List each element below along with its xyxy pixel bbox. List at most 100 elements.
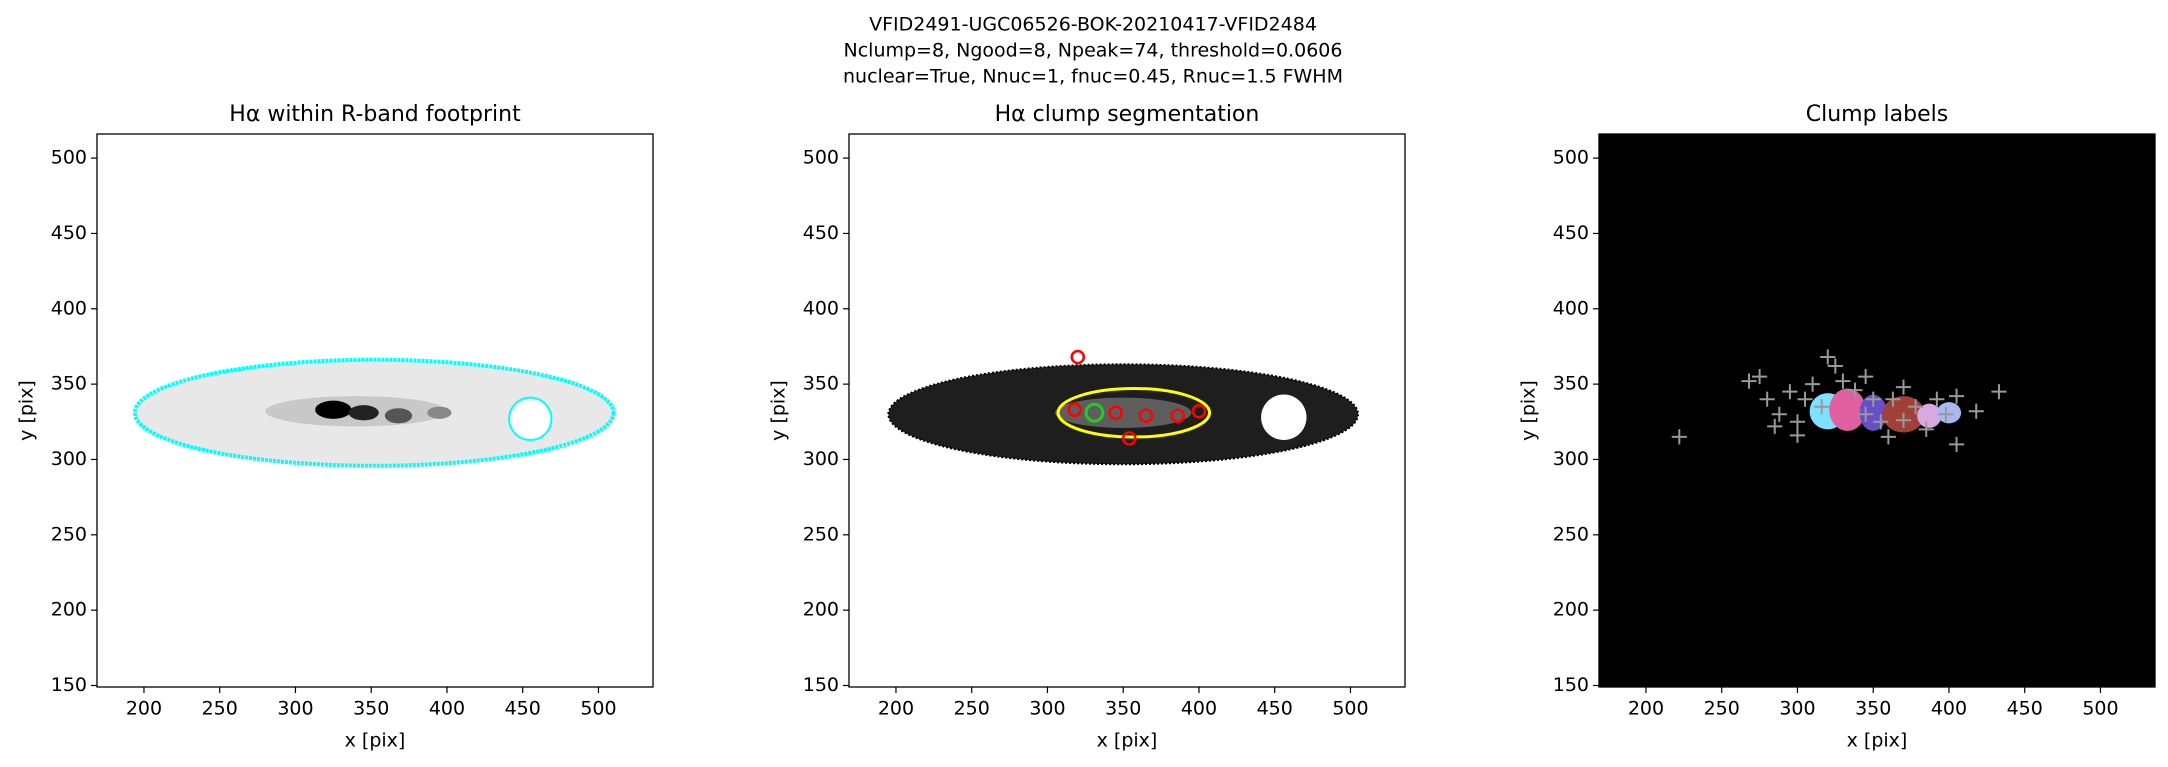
clump-marker	[1121, 431, 1137, 446]
x-axis-label: x [pix]	[1847, 730, 1908, 752]
emission-knot	[427, 406, 452, 419]
mask-circle	[1261, 394, 1307, 441]
y-tick-label: 400	[803, 297, 839, 319]
y-tick-label: 300	[803, 448, 839, 470]
peak-marker	[1873, 414, 1889, 430]
y-tick-label: 300	[51, 448, 87, 470]
x-axis-label: x [pix]	[345, 730, 406, 752]
y-tick-label: 350	[1553, 373, 1589, 395]
peak-marker	[1814, 399, 1830, 415]
y-tick-label: 400	[1553, 297, 1589, 319]
peak-marker	[1858, 369, 1874, 385]
mask-circle	[508, 396, 553, 441]
peak-marker	[1918, 421, 1934, 437]
peak-marker	[1858, 406, 1874, 422]
peak-marker	[1789, 427, 1806, 443]
clump-label	[1917, 403, 1942, 428]
y-axis-label: y [pix]	[1518, 380, 1540, 441]
peak-marker	[1991, 384, 2007, 400]
y-tick-label: 500	[1553, 147, 1589, 169]
y-tick-label: 350	[51, 373, 87, 395]
peak-marker	[1885, 391, 1901, 407]
y-tick-label: 500	[51, 147, 87, 169]
peak-marker	[1797, 391, 1813, 407]
panel-image	[97, 134, 653, 687]
peak-marker	[1767, 418, 1783, 434]
panel-title: Hα clump segmentation	[995, 102, 1260, 127]
x-tick-label: 350	[353, 698, 389, 720]
x-tick-label: 250	[954, 698, 990, 720]
clump-label	[1936, 402, 1962, 424]
clump-marker	[1170, 408, 1186, 424]
peak-marker	[1782, 384, 1798, 400]
x-tick-label: 200	[878, 698, 914, 720]
clump-label	[1829, 388, 1866, 431]
panel-title: Clump labels	[1806, 102, 1948, 127]
suptitle: nuclear=True, Nnuc=1, fnuc=0.45, Rnuc=1.…	[843, 66, 1343, 88]
peak-marker	[1671, 429, 1687, 445]
y-tick-label: 450	[51, 222, 87, 244]
peak-marker	[1827, 358, 1843, 374]
y-tick-label: 450	[1553, 222, 1589, 244]
peak-marker	[1948, 388, 1965, 404]
clump-marker	[1067, 402, 1083, 418]
x-tick-label: 400	[1931, 698, 1967, 720]
y-tick-label: 500	[803, 147, 839, 169]
y-tick-label: 300	[1553, 448, 1589, 470]
peak-marker	[1968, 403, 1984, 419]
peak-marker	[1771, 406, 1787, 422]
nucleus-marker	[1084, 402, 1105, 423]
panel-title: Hα within R-band footprint	[229, 102, 521, 127]
segment-glow	[1055, 397, 1192, 428]
suptitle: VFID2491-UGC06526-BOK-20210417-VFID2484	[869, 14, 1317, 36]
y-tick-label: 200	[1553, 599, 1589, 621]
y-tick-label: 200	[51, 599, 87, 621]
x-tick-label: 350	[1105, 698, 1141, 720]
x-tick-label: 250	[1704, 698, 1740, 720]
clump-marker	[1191, 403, 1207, 419]
emission-knot	[384, 408, 413, 424]
x-tick-label: 250	[202, 698, 238, 720]
axes-frame	[1598, 133, 2156, 688]
peak-marker	[1847, 382, 1863, 398]
peak-marker	[1938, 406, 1954, 422]
axes-frame	[96, 133, 654, 688]
x-tick-label: 300	[277, 698, 313, 720]
x-tick-label: 300	[1029, 698, 1065, 720]
y-tick-label: 200	[803, 599, 839, 621]
x-tick-label: 400	[1181, 698, 1217, 720]
y-tick-label: 150	[803, 674, 839, 696]
y-tick-label: 400	[51, 297, 87, 319]
y-tick-label: 250	[803, 523, 839, 545]
x-tick-label: 400	[429, 698, 465, 720]
y-axis-label: y [pix]	[768, 380, 790, 441]
y-tick-label: 350	[803, 373, 839, 395]
x-tick-label: 450	[2007, 698, 2043, 720]
panel-image	[1599, 134, 2155, 687]
peak-marker	[1820, 349, 1836, 365]
y-tick-label: 150	[1553, 674, 1589, 696]
y-axis-label: y [pix]	[16, 380, 38, 441]
peak-marker	[1929, 391, 1945, 407]
x-tick-label: 450	[505, 698, 541, 720]
peak-marker	[1908, 399, 1924, 415]
x-tick-label: 500	[2082, 698, 2118, 720]
axes-frame	[848, 133, 1406, 688]
peak-marker	[1880, 429, 1896, 445]
peak-marker	[1865, 391, 1881, 407]
clump-marker	[1138, 408, 1154, 424]
x-tick-label: 500	[580, 698, 616, 720]
emission-knot	[348, 405, 379, 421]
segment-contour	[1056, 387, 1212, 439]
clump-marker	[1070, 349, 1086, 365]
x-tick-label: 200	[1628, 698, 1664, 720]
peak-marker	[1948, 436, 1965, 452]
x-tick-label: 200	[126, 698, 162, 720]
x-tick-label: 300	[1779, 698, 1815, 720]
peak-marker	[1805, 376, 1821, 392]
x-axis-label: x [pix]	[1097, 730, 1158, 752]
y-tick-label: 250	[1553, 523, 1589, 545]
peak-marker	[1835, 373, 1851, 389]
y-tick-label: 250	[51, 523, 87, 545]
